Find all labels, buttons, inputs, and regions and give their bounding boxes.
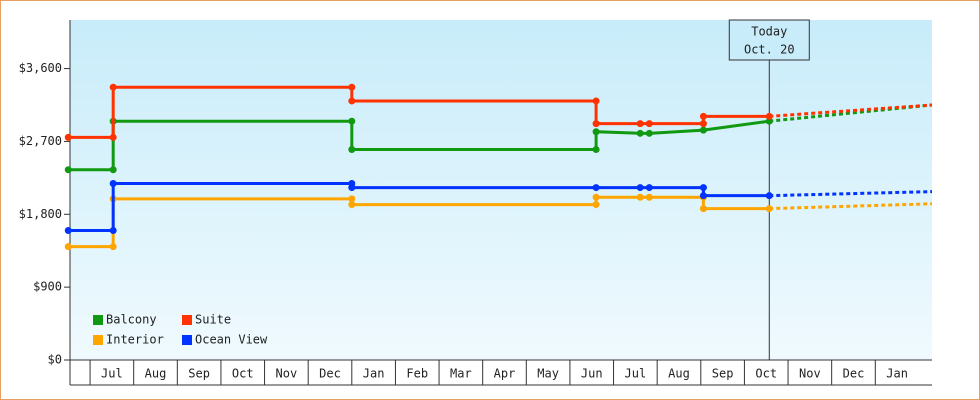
today-box xyxy=(728,19,810,61)
point xyxy=(109,243,117,251)
point xyxy=(765,205,773,213)
point xyxy=(348,97,356,105)
point xyxy=(348,201,356,209)
point xyxy=(636,193,644,201)
x-tick-label: May xyxy=(537,367,559,381)
point xyxy=(645,120,653,128)
x-tick-label: Jul xyxy=(101,367,123,381)
y-tick-label: $0 xyxy=(48,353,62,367)
point xyxy=(765,117,773,125)
point xyxy=(592,146,600,154)
x-tick-label: Jan xyxy=(363,367,385,381)
point xyxy=(699,184,707,192)
point xyxy=(636,184,644,192)
point xyxy=(64,243,72,251)
forecast-line xyxy=(769,190,933,198)
point xyxy=(348,83,356,91)
y-tick-label: $1,800 xyxy=(19,207,62,221)
x-tick-label: Aug xyxy=(668,367,690,381)
point xyxy=(699,112,707,120)
legend-label: Ocean View xyxy=(195,333,268,347)
x-tick-label: Apr xyxy=(494,367,516,381)
today-label: Today xyxy=(751,25,787,39)
today-label: Oct. 20 xyxy=(744,43,795,57)
point xyxy=(699,192,707,200)
legend-swatch xyxy=(93,335,103,345)
x-tick-label: Feb xyxy=(406,367,428,381)
point xyxy=(109,226,117,234)
point xyxy=(64,166,72,174)
point xyxy=(645,193,653,201)
point xyxy=(64,133,72,141)
point xyxy=(592,120,600,128)
point xyxy=(348,195,356,203)
x-tick-label: Jun xyxy=(581,367,603,381)
x-tick-label: Nov xyxy=(276,367,298,381)
point xyxy=(765,112,773,120)
point xyxy=(592,128,600,136)
x-tick-label: Dec xyxy=(843,367,865,381)
point xyxy=(348,117,356,125)
point xyxy=(765,192,773,200)
x-tick-label: Aug xyxy=(145,367,167,381)
point xyxy=(592,97,600,105)
point xyxy=(109,180,117,188)
point xyxy=(109,133,117,141)
y-tick-label: $2,700 xyxy=(19,134,62,148)
point xyxy=(699,120,707,128)
x-tick-label: Oct xyxy=(232,367,254,381)
legend-label: Suite xyxy=(195,313,231,327)
legend-swatch xyxy=(182,335,192,345)
point xyxy=(645,129,653,137)
point xyxy=(645,184,653,192)
x-tick-label: Sep xyxy=(712,367,734,381)
x-tick-label: Dec xyxy=(319,367,341,381)
y-tick-label: $3,600 xyxy=(19,61,62,75)
point xyxy=(109,166,117,174)
forecast-line xyxy=(769,103,933,118)
x-tick-label: Nov xyxy=(799,367,821,381)
point xyxy=(636,120,644,128)
x-tick-label: Oct xyxy=(755,367,777,381)
forecast-line xyxy=(769,202,933,211)
legend-label: Interior xyxy=(106,333,164,347)
x-tick-label: Jan xyxy=(886,367,908,381)
legend-swatch xyxy=(182,315,192,325)
point xyxy=(348,146,356,154)
point xyxy=(64,226,72,234)
legend-swatch xyxy=(93,315,103,325)
point xyxy=(636,129,644,137)
x-tick-label: Mar xyxy=(450,367,472,381)
x-tick-label: Sep xyxy=(188,367,210,381)
point xyxy=(699,205,707,213)
point xyxy=(348,184,356,192)
point xyxy=(592,201,600,209)
point xyxy=(592,184,600,192)
point xyxy=(109,83,117,91)
legend-label: Balcony xyxy=(106,313,157,327)
y-tick-label: $900 xyxy=(33,280,62,294)
x-tick-label: Jul xyxy=(625,367,647,381)
point xyxy=(699,126,707,134)
plot-area xyxy=(70,20,932,360)
point xyxy=(592,193,600,201)
